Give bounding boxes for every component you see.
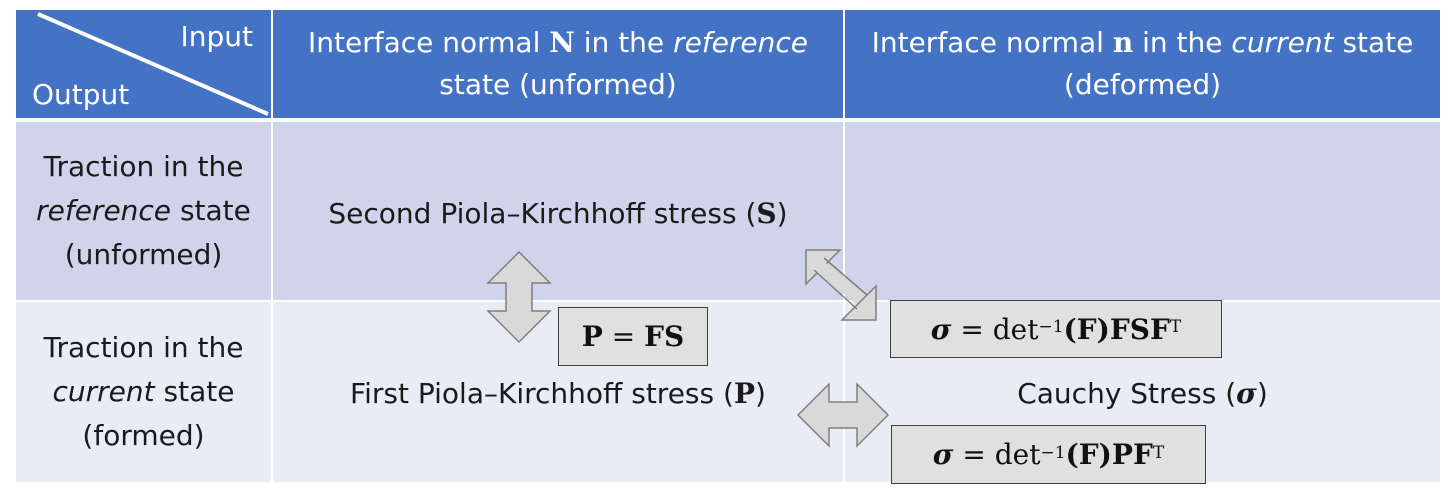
first-piola-kirchhoff-label: First Piola–Kirchhoff stress (P) [273,372,843,416]
normal-symbol-n: n [1112,26,1134,59]
row-header-current: Traction in the current state (formed) [16,302,271,482]
column-header-current: Interface normal n in the current state … [845,10,1440,118]
second-pk-text: Second Piola–Kirchhoff stress ( [328,197,757,230]
cauchy-symbol: σ [1236,377,1257,410]
row-header-line2-rest: state [154,375,235,408]
column-header-reference: Interface normal N in the reference stat… [273,10,843,118]
row-header-line3: (unformed) [64,238,223,271]
column-header-suffix: state (deformed) [1063,26,1414,101]
first-pk-close: ) [755,377,766,410]
equation-sigma-fsf: σ = det −1 (F) FSF T [890,300,1222,358]
row-header-reference: Traction in the reference state (unforme… [16,122,271,300]
first-pk-symbol: P [733,377,755,410]
row-header-line2: reference state [36,189,251,233]
eq3-lhs: σ [932,438,954,471]
eq3-exp: −1 [1040,442,1066,463]
diagonal-double-arrow-icon [805,249,877,321]
cauchy-stress-label: Cauchy Stress (σ) [845,372,1440,416]
row-header-line2: current state [44,370,244,414]
equation-p-equals-fs: P = FS [558,307,708,366]
eq2-arg: (F) [1063,312,1110,346]
column-header-prefix: Interface normal [308,26,550,59]
second-pk-close: ) [776,197,788,230]
eq1-lhs: P [581,320,603,353]
first-pk-text: First Piola–Kirchhoff stress ( [350,377,734,410]
corner-input-label: Input [180,20,253,53]
row-header-reference-text: Traction in the reference state (unforme… [36,145,251,277]
eq3-rhs: PF [1111,438,1153,471]
eq3-op: = det [953,438,1041,471]
column-header-prefix: Interface normal [871,26,1113,59]
row-header-line3: (formed) [82,419,205,452]
eq3-sup: T [1152,442,1165,463]
eq3-arg: (F) [1065,438,1112,471]
cauchy-close: ) [1256,377,1268,410]
corner-header-cell: Input Output [16,10,271,118]
row-header-emph: reference [36,194,172,227]
column-header-emph: current [1231,26,1334,59]
eq2-op: = det [951,312,1039,346]
eq2-sup: T [1169,317,1182,337]
column-header-current-text: Interface normal n in the current state … [845,22,1440,106]
equation-sigma-pf: σ = det −1 (F) PF T [891,425,1206,484]
column-header-reference-text: Interface normal N in the reference stat… [273,22,843,106]
row-header-emph: current [52,375,155,408]
corner-diagonal-line [37,12,269,116]
vertical-double-arrow-icon [486,250,552,344]
row-header-current-text: Traction in the current state (formed) [44,326,244,458]
horizontal-double-arrow-icon [796,382,890,448]
eq2-rhs: FSF [1109,312,1170,346]
corner-output-label: Output [32,78,130,111]
cell-reference-current [845,122,1440,300]
column-header-emph: reference [673,26,808,59]
second-pk-symbol: S [756,197,777,230]
second-piola-kirchhoff-label: Second Piola–Kirchhoff stress (S) [273,192,843,236]
row-header-line2-rest: state [171,194,251,227]
cell-reference-reference [273,122,843,300]
column-header-mid: in the [1133,26,1232,59]
normal-symbol-N: N [549,26,575,59]
row-header-line1: Traction in the [43,331,244,364]
row-header-line1: Traction in the [43,150,244,183]
column-header-mid: in the [574,26,674,59]
eq1-op: = [602,320,645,353]
eq2-exp: −1 [1038,317,1064,337]
eq2-lhs: σ [930,312,952,346]
cauchy-text: Cauchy Stress ( [1017,377,1237,410]
eq1-rhs: FS [644,320,685,353]
column-header-suffix: state (unformed) [439,68,677,101]
